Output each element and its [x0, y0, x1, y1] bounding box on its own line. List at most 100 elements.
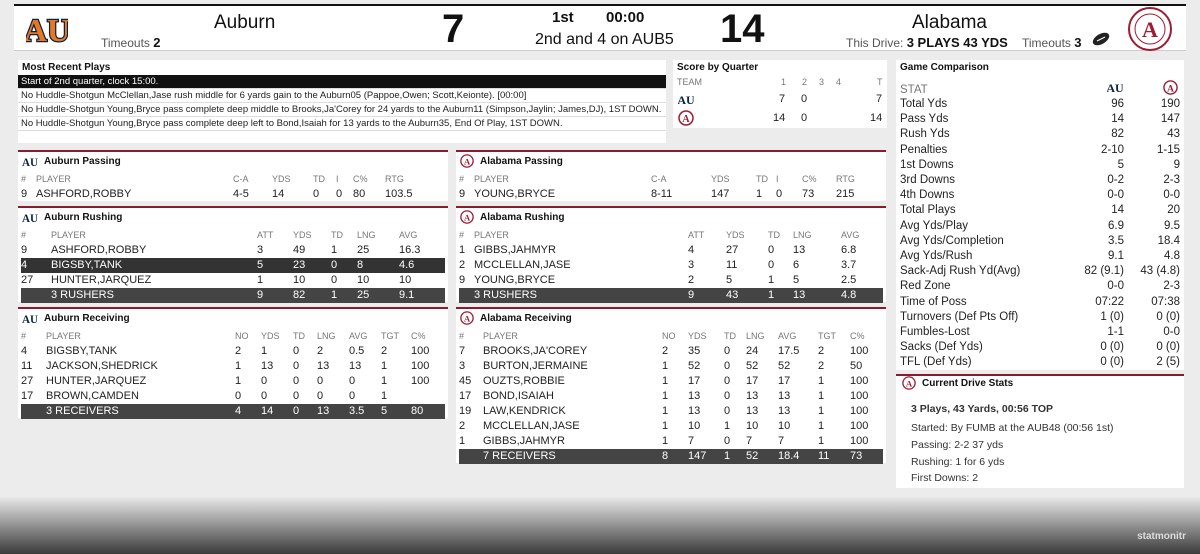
- comparison-stat-label: Total Plays: [900, 204, 956, 217]
- table-row: 27 HUNTER,JARQUEZ 1 0 0 0 0 1 100: [18, 374, 448, 389]
- table-row: 3 BURTON,JERMAINE 1 52 0 52 52 2 50: [456, 359, 886, 374]
- comparison-stat-label: Avg Yds/Rush: [900, 250, 973, 262]
- table-cell: 0: [349, 390, 356, 402]
- table-cell: 10: [357, 274, 370, 286]
- comparison-stat-label: Rush Yds: [900, 128, 950, 141]
- table-cell: 13: [746, 405, 759, 417]
- table-cell: 13: [746, 390, 759, 402]
- table-cell: 0.5: [349, 345, 365, 357]
- table-cell: 3.7: [841, 259, 857, 271]
- comparison-auburn-value: 07:22: [1095, 295, 1124, 308]
- column-header: LNG: [746, 331, 765, 341]
- column-header: ATT: [688, 230, 705, 240]
- comparison-auburn-value: 2-10: [1100, 143, 1124, 156]
- table-cell: 23: [293, 259, 306, 271]
- table-header: # PLAYER NO YDS TD LNG AVG TGT C%: [456, 329, 886, 344]
- table-header: # PLAYER ATT YDS TD LNG AVG: [456, 228, 886, 243]
- table-cell: 2: [688, 274, 695, 286]
- drive-rushing: Rushing: 1 for 6 yds: [911, 456, 1005, 468]
- au-rushing-title: AU Auburn Rushing: [22, 212, 123, 224]
- column-header: TD: [724, 331, 736, 341]
- table-cell: 80: [411, 405, 424, 417]
- table-cell: 100: [411, 375, 430, 387]
- svg-text:A: A: [906, 379, 913, 389]
- table-cell: BIGSBY,TANK: [51, 259, 123, 271]
- table-cell: 9: [21, 188, 28, 200]
- comparison-row: Time of Poss 07:22 07:38: [896, 295, 1184, 310]
- column-header: YDS: [711, 174, 730, 184]
- table-cell: 13: [778, 390, 791, 402]
- au-receiving-title: AU Auburn Receiving: [22, 313, 130, 325]
- table-cell: 11: [726, 259, 738, 271]
- column-header: C-A: [651, 174, 667, 184]
- table-cell: BIGSBY,TANK: [46, 345, 118, 357]
- comparison-row: Avg Yds/Rush 9.1 4.8: [896, 249, 1184, 264]
- al-receiving-panel: A Alabama Receiving # PLAYER NO YDS TD LNG AVG TG…: [456, 307, 886, 464]
- table-cell: 13: [261, 360, 274, 372]
- table-cell: 5: [793, 274, 800, 286]
- table-cell: 100: [411, 345, 430, 357]
- play-item: Start of 2nd quarter, clock 15:00.: [18, 75, 666, 89]
- table-cell: 82: [293, 289, 306, 301]
- table-cell: 10: [746, 420, 759, 432]
- comparison-alabama-value: 43 (4.8): [1140, 265, 1180, 278]
- table-cell: 100: [850, 435, 869, 447]
- table-cell: JACKSON,SHEDRICK: [46, 360, 158, 372]
- table-cell: 1: [261, 345, 268, 357]
- table-cell: 0: [724, 345, 731, 357]
- table-cell: 0: [349, 375, 356, 387]
- svg-text:A: A: [464, 213, 471, 223]
- table-cell: 8-11: [651, 188, 673, 200]
- table-cell: 0: [724, 360, 731, 372]
- table-cell: 13: [688, 390, 701, 402]
- table-cell: 11: [818, 450, 830, 462]
- comparison-row: Avg Yds/Completion 3.5 18.4: [896, 234, 1184, 249]
- comparison-alabama-value: 0 (0): [1156, 310, 1180, 323]
- table-cell: 2: [818, 360, 825, 372]
- table-cell: 9: [21, 244, 28, 256]
- table-cell: 3: [257, 244, 264, 256]
- table-row: 4 BIGSBY,TANK 2 1 0 2 0.5 2 100: [18, 344, 448, 359]
- comparison-auburn-value: 1-1: [1107, 326, 1124, 338]
- table-cell: 27: [726, 244, 739, 256]
- game-clock: 00:00: [606, 9, 645, 26]
- table-cell: 7: [459, 345, 466, 357]
- au-passing-panel: AU Auburn Passing # PLAYER C-A YDS TD I C% RTG 9 AS…: [18, 150, 448, 201]
- column-header: YDS: [293, 230, 312, 240]
- table-cell: 100: [850, 420, 869, 432]
- column-header: C-A: [233, 174, 249, 184]
- comparison-stat-label: Penalties: [900, 143, 948, 156]
- table-cell: 2: [235, 345, 242, 357]
- table-row: 1 GIBBS,JAHMYR 1 7 0 7 7 1 100: [456, 434, 886, 449]
- svg-text:AU: AU: [1107, 81, 1123, 94]
- comparison-alabama-value: 0-0: [1163, 189, 1180, 202]
- table-row: 9 YOUNG,BRYCE 8-11 147 1 0 73 215: [456, 187, 886, 202]
- table-cell: 18.4: [778, 450, 800, 462]
- comparison-stat-label: Avg Yds/Completion: [900, 234, 1004, 247]
- table-cell: 1: [662, 405, 669, 417]
- table-cell: 1: [662, 420, 669, 432]
- svg-text:AU: AU: [22, 157, 38, 168]
- table-cell: 19: [459, 405, 472, 417]
- column-header: #: [21, 230, 27, 240]
- comparison-alabama-value: 9.5: [1164, 219, 1180, 232]
- auburn-logo-small: AU: [1107, 81, 1123, 94]
- table-row: 1 GIBBS,JAHMYR 4 27 0 13 6.8: [456, 243, 886, 258]
- column-header: #: [21, 331, 27, 341]
- period: 1st: [552, 9, 574, 26]
- brand-logo: statmonitr: [1137, 531, 1186, 542]
- column-header: PLAYER: [46, 331, 81, 341]
- table-row: 2 MCCLELLAN,JASE 3 11 0 6 3.7: [456, 258, 886, 273]
- comparison-stat-label: Pass Yds: [900, 113, 949, 126]
- table-cell: 1: [662, 390, 669, 402]
- column-header: C%: [411, 331, 426, 341]
- table-cell: 1: [768, 274, 775, 286]
- table-cell: 1: [331, 244, 338, 256]
- table-row: 17 BOND,ISAIAH 1 13 0 13 13 1 100: [456, 389, 886, 404]
- column-header: TD: [293, 331, 305, 341]
- column-header: RTG: [836, 174, 855, 184]
- comparison-row: 3rd Downs 0-2 2-3: [896, 173, 1184, 188]
- table-cell: 0: [317, 375, 324, 387]
- alabama-logo-small: A: [678, 110, 694, 126]
- comparison-row: Sack-Adj Rush Yd(Avg) 82 (9.1) 43 (4.8): [896, 264, 1184, 279]
